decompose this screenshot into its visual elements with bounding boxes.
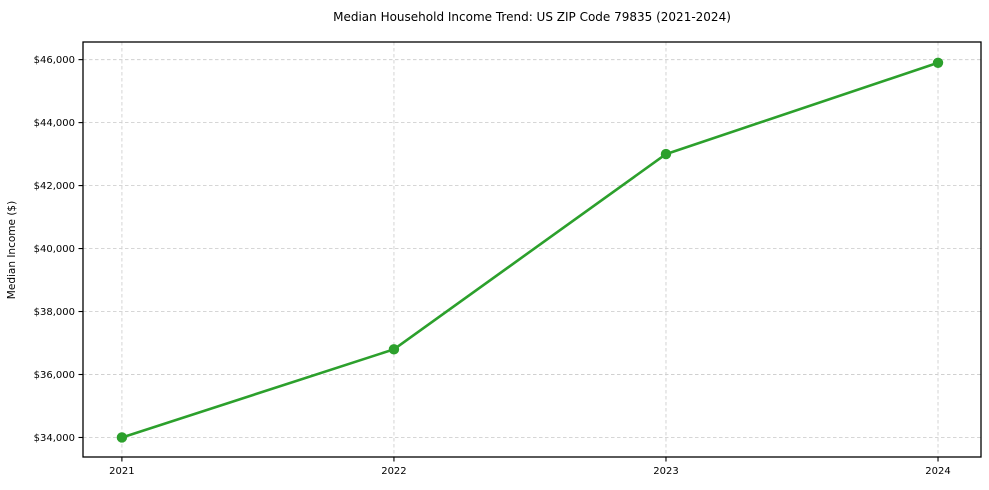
y-tick-label: $46,000 bbox=[34, 55, 75, 66]
y-tick-label: $44,000 bbox=[34, 118, 75, 129]
plot-border bbox=[82, 41, 982, 458]
data-point-marker bbox=[116, 432, 128, 443]
chart-title: Median Household Income Trend: US ZIP Co… bbox=[333, 10, 731, 24]
x-tick-label: 2022 bbox=[381, 466, 406, 477]
data-point-marker bbox=[388, 344, 400, 355]
plot-area: 2021 2022 2023 2024 $34,000 $36,000 $38,000 $40… bbox=[34, 41, 982, 477]
y-tick-label: $38,000 bbox=[34, 307, 75, 318]
data-point-marker bbox=[660, 148, 672, 160]
x-tick-label: 2024 bbox=[925, 466, 950, 477]
trend-line bbox=[120, 61, 940, 439]
x-tick-label: 2023 bbox=[653, 466, 678, 477]
y-axis-label: Median Income ($) bbox=[6, 201, 18, 299]
y-tick-label: $36,000 bbox=[34, 370, 75, 381]
y-tick-label: $34,000 bbox=[34, 433, 75, 444]
data-point-marker bbox=[932, 57, 944, 68]
y-tick-label: $40,000 bbox=[34, 244, 75, 255]
y-tick-label: $42,000 bbox=[34, 181, 75, 192]
x-tick-label: 2021 bbox=[109, 466, 134, 477]
